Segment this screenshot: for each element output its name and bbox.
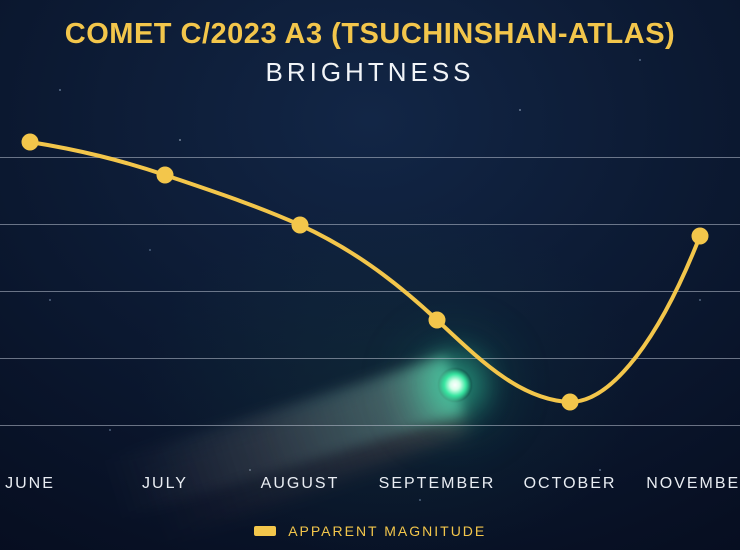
legend-label: APPARENT MAGNITUDE — [288, 523, 486, 539]
x-axis-label: SEPTEMBER — [379, 475, 496, 493]
data-point — [22, 134, 38, 150]
series-line — [30, 142, 700, 402]
series-markers — [22, 134, 708, 410]
legend-color-chip — [254, 526, 276, 536]
chart-stage: COMET C/2023 A3 (TSUCHINSHAN-ATLAS) BRIG… — [0, 0, 740, 550]
data-point — [157, 167, 173, 183]
data-point — [692, 228, 708, 244]
x-axis-label: JUNE — [5, 475, 55, 493]
legend: APPARENT MAGNITUDE — [0, 522, 740, 540]
x-axis-label: AUGUST — [261, 475, 340, 493]
data-point — [429, 312, 445, 328]
x-axis-label: JULY — [142, 475, 188, 493]
data-point — [292, 217, 308, 233]
line-chart-svg — [0, 0, 740, 550]
x-axis-label: NOVEMBER — [646, 475, 740, 493]
data-point — [562, 394, 578, 410]
x-axis-label: OCTOBER — [524, 475, 617, 493]
